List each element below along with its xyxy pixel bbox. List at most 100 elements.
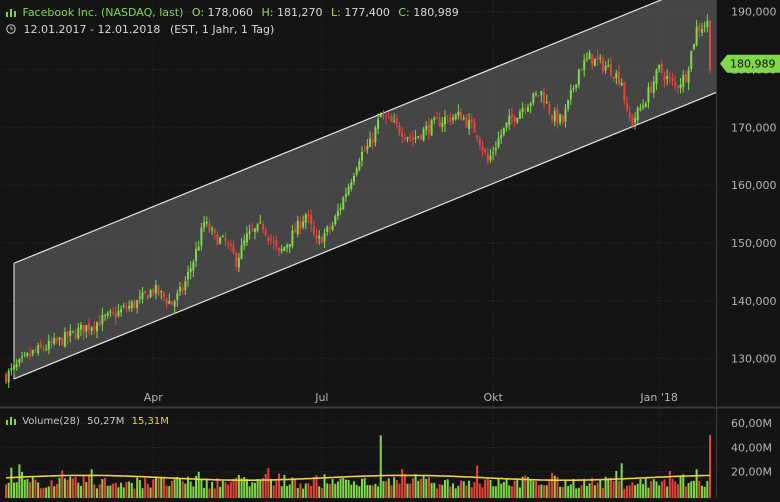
volume-bar[interactable] [69,476,72,498]
candle[interactable] [283,246,286,252]
candle[interactable] [492,146,495,161]
candle[interactable] [205,216,208,227]
candle[interactable] [398,122,401,137]
trend-channel-lower-line[interactable] [13,92,717,380]
volume-bar[interactable] [516,479,519,498]
volume-bar[interactable] [652,479,655,498]
candle[interactable] [577,68,580,89]
candle[interactable] [85,324,88,339]
volume-bar[interactable] [195,475,198,498]
volume-bar[interactable] [331,479,334,498]
volume-bar[interactable] [377,486,380,498]
volume-bar[interactable] [267,468,270,498]
volume-bar[interactable] [425,478,428,498]
candle[interactable] [572,85,575,93]
candle[interactable] [192,259,195,277]
candle[interactable] [564,104,567,128]
volume-bar[interactable] [700,485,703,498]
volume-bar[interactable] [468,480,471,498]
candle[interactable] [125,302,128,313]
volume-bar[interactable] [462,481,465,498]
volume-bar[interactable] [31,477,34,498]
candle[interactable] [690,50,693,73]
candle[interactable] [162,291,165,302]
candle[interactable] [101,307,104,332]
volume-bar[interactable] [157,478,160,498]
volume-bar[interactable] [237,474,240,498]
volume-bar[interactable] [414,474,417,498]
volume-bar[interactable] [695,469,698,498]
candle[interactable] [684,70,687,83]
volume-bar[interactable] [443,480,446,498]
candle[interactable] [660,59,663,75]
volume-bar[interactable] [178,478,181,498]
candle[interactable] [644,101,647,108]
volume-bar[interactable] [328,483,331,498]
volume-bar[interactable] [82,475,85,498]
volume-bar[interactable] [401,469,404,498]
volume-bar[interactable] [460,480,463,498]
candle[interactable] [377,113,380,134]
candle[interactable] [510,107,513,125]
candle[interactable] [486,148,489,165]
candle[interactable] [98,314,101,327]
candle[interactable] [66,330,69,345]
candle[interactable] [87,318,90,335]
candle[interactable] [323,228,326,249]
volume-bar[interactable] [385,481,388,498]
candle[interactable] [339,203,342,216]
candle[interactable] [144,290,147,295]
candle[interactable] [34,346,37,353]
volume-bar[interactable] [524,475,527,498]
candle[interactable] [569,84,572,106]
volume-bar[interactable] [438,483,441,498]
volume-bar[interactable] [61,470,64,498]
volume-bar[interactable] [251,482,254,498]
candle[interactable] [465,114,468,128]
candle[interactable] [261,220,264,234]
candle[interactable] [280,244,283,254]
candle[interactable] [449,112,452,126]
volume-bar[interactable] [34,479,37,498]
volume-bar[interactable] [668,470,671,498]
candle[interactable] [435,111,438,119]
volume-bar[interactable] [709,435,711,498]
candle[interactable] [310,209,313,232]
candle[interactable] [655,68,658,91]
volume-bar[interactable] [478,483,481,498]
volume-bar[interactable] [336,481,339,498]
volume-bar[interactable] [109,485,112,498]
volume-bar[interactable] [655,481,658,498]
volume-bar[interactable] [133,488,136,498]
volume-bar[interactable] [219,486,222,498]
candle[interactable] [481,140,484,157]
candle[interactable] [695,19,698,47]
candle[interactable] [588,49,591,60]
volume-bar[interactable] [310,485,313,498]
candle[interactable] [430,118,433,136]
candle[interactable] [328,223,331,235]
candle[interactable] [114,305,117,326]
volume-bar[interactable] [208,488,211,498]
candle[interactable] [79,322,82,337]
volume-bar[interactable] [690,481,693,498]
volume-bar[interactable] [66,479,69,498]
candle[interactable] [390,113,393,122]
candle[interactable] [211,225,214,235]
candle[interactable] [173,299,176,314]
volume-bar[interactable] [326,483,329,498]
volume-bar[interactable] [647,487,650,498]
candle[interactable] [176,289,179,307]
volume-bar[interactable] [636,483,639,498]
volume-bar[interactable] [170,480,173,498]
candle[interactable] [497,131,500,149]
volume-bar[interactable] [347,479,350,498]
volume-bar[interactable] [476,465,479,498]
candle[interactable] [556,104,559,129]
trend-channel-upper-line[interactable] [13,0,668,264]
volume-bar[interactable] [486,477,489,498]
volume-bar[interactable] [585,485,588,498]
candle[interactable] [473,118,476,134]
candle[interactable] [296,215,299,238]
volume-bar[interactable] [184,483,187,498]
